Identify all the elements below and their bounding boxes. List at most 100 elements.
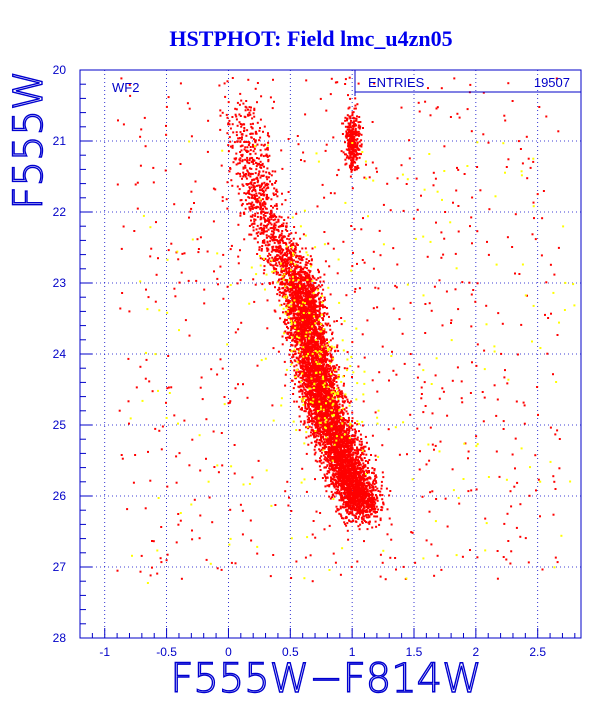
data-point <box>332 384 335 387</box>
data-point <box>349 458 352 461</box>
data-point <box>323 440 326 443</box>
data-point <box>328 462 331 465</box>
data-point <box>359 455 362 458</box>
data-point <box>320 338 323 341</box>
data-point <box>309 380 312 383</box>
data-point <box>329 449 332 452</box>
data-point <box>310 263 313 266</box>
data-point <box>334 403 336 406</box>
data-point <box>342 427 345 430</box>
data-point <box>374 475 377 478</box>
data-point <box>350 492 353 495</box>
data-point <box>302 299 304 301</box>
data-point <box>337 478 340 480</box>
data-point <box>363 466 366 469</box>
data-point <box>340 449 342 452</box>
data-point <box>318 328 321 331</box>
data-point <box>343 426 345 429</box>
data-point <box>308 352 311 355</box>
data-point <box>356 423 359 426</box>
data-point <box>321 400 324 403</box>
data-point <box>361 508 364 511</box>
data-point <box>327 373 330 376</box>
data-point <box>285 336 287 339</box>
data-point <box>343 493 346 496</box>
data-point <box>308 348 311 350</box>
data-point <box>295 373 298 376</box>
data-point <box>325 338 328 341</box>
data-point <box>318 337 320 339</box>
data-point <box>372 487 375 490</box>
data-point <box>314 333 317 336</box>
data-point <box>309 409 312 412</box>
data-point <box>318 358 320 361</box>
data-point <box>287 309 290 311</box>
data-point <box>327 433 330 435</box>
data-point <box>359 453 362 456</box>
data-point <box>324 391 327 394</box>
data-point <box>295 337 298 340</box>
data-point <box>330 397 333 400</box>
data-point <box>358 443 361 446</box>
data-point <box>305 261 308 264</box>
data-point <box>329 414 332 416</box>
data-point <box>322 391 325 394</box>
data-point <box>298 330 301 333</box>
data-point <box>335 413 338 416</box>
data-point <box>356 502 359 505</box>
data-point <box>343 496 346 499</box>
data-point <box>333 380 336 382</box>
data-point <box>291 259 294 262</box>
data-point <box>339 411 342 414</box>
data-point <box>351 511 354 513</box>
data-point <box>308 381 311 384</box>
data-point <box>333 453 336 456</box>
data-point <box>324 432 327 435</box>
data-point <box>316 318 319 321</box>
data-point <box>333 433 336 436</box>
data-point <box>296 329 299 332</box>
data-point <box>325 375 328 378</box>
data-point <box>338 512 341 515</box>
data-point <box>330 480 332 483</box>
data-point <box>313 423 316 426</box>
data-point <box>311 362 314 365</box>
data-point <box>370 454 372 456</box>
data-point <box>351 471 354 474</box>
data-point <box>325 445 328 448</box>
data-point <box>332 367 335 370</box>
data-point <box>283 320 286 323</box>
data-point <box>287 302 290 305</box>
data-point <box>299 311 302 314</box>
data-point <box>299 364 302 367</box>
data-point <box>315 406 318 409</box>
data-point <box>364 435 367 438</box>
data-point <box>346 450 349 453</box>
data-point <box>291 284 294 287</box>
data-point <box>317 412 320 415</box>
data-point <box>362 515 365 518</box>
data-point <box>306 295 309 298</box>
data-point <box>313 378 316 381</box>
data-point <box>326 476 329 479</box>
data-point <box>292 387 295 390</box>
data-point <box>370 484 373 487</box>
data-point <box>339 462 342 464</box>
data-point <box>327 394 330 397</box>
data-point <box>363 475 366 478</box>
data-point <box>304 402 307 405</box>
data-point <box>340 409 343 411</box>
data-point <box>342 384 345 387</box>
data-point <box>343 447 346 450</box>
data-point <box>305 436 308 439</box>
data-point <box>357 493 360 496</box>
data-point <box>346 529 349 532</box>
data-point <box>316 426 319 429</box>
data-point <box>297 307 300 310</box>
data-point <box>297 319 300 322</box>
data-point <box>318 367 321 370</box>
data-point <box>359 433 362 436</box>
data-point <box>355 494 358 497</box>
data-point <box>304 406 307 409</box>
data-point <box>360 502 363 505</box>
